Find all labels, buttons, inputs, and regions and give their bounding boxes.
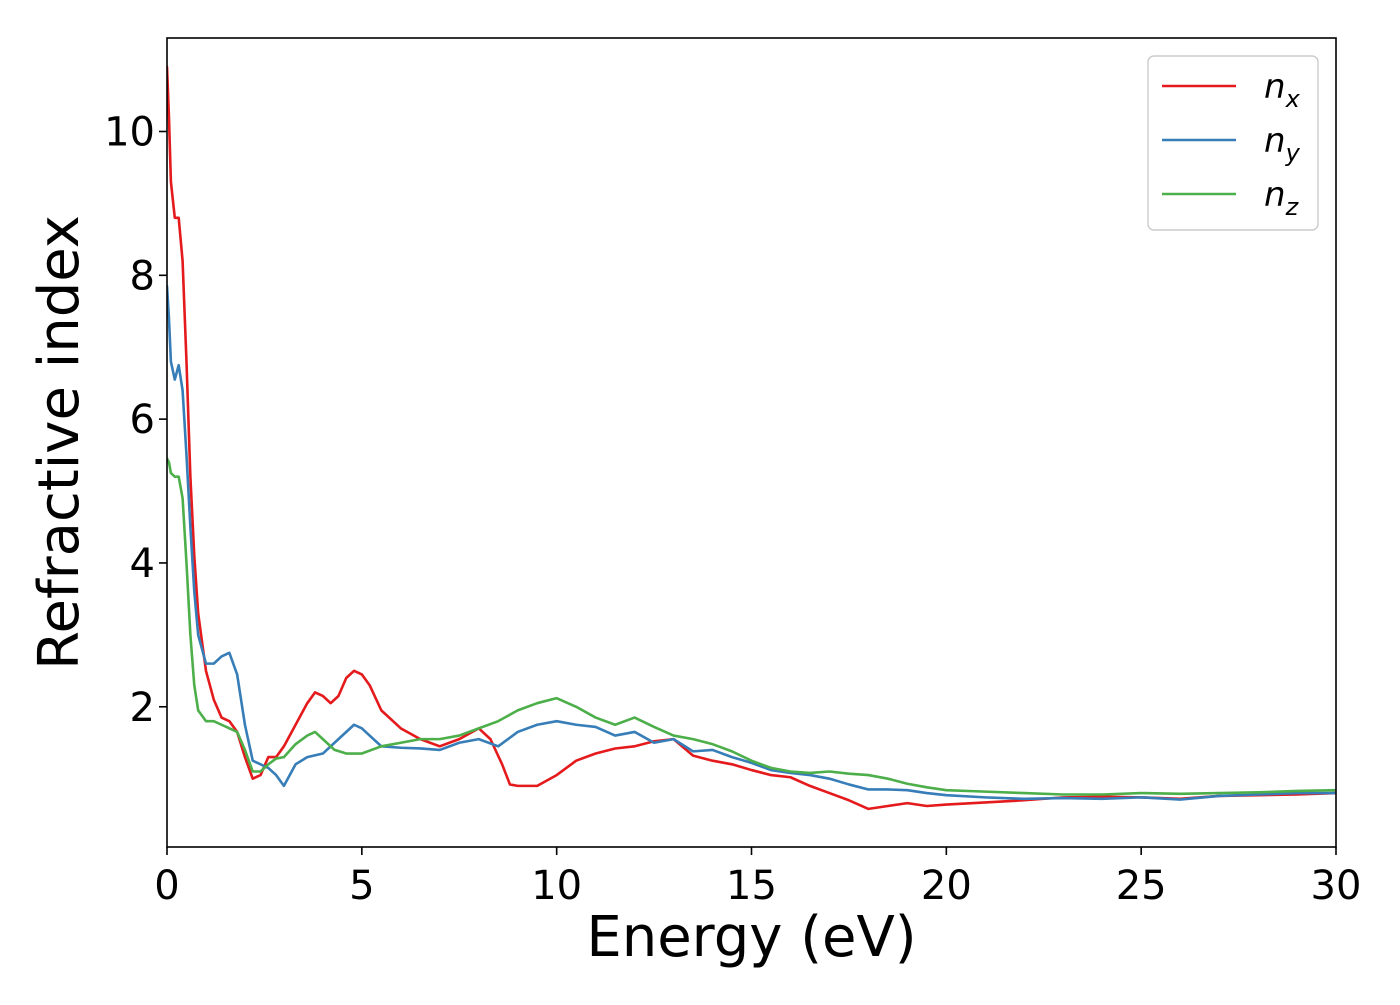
legend-label-nx: nx bbox=[1264, 67, 1301, 113]
legend-subscript: x bbox=[1285, 85, 1301, 113]
y-axis-ticks: 2 4 6 8 10 bbox=[104, 109, 167, 731]
legend-subscript: z bbox=[1285, 193, 1300, 221]
y-tick-label: 6 bbox=[130, 397, 155, 443]
series-line-ny bbox=[167, 284, 1336, 801]
x-axis-label: Energy (eV) bbox=[586, 905, 916, 970]
legend-subscript: y bbox=[1285, 139, 1301, 167]
x-tick-label: 5 bbox=[349, 863, 374, 909]
x-tick-label: 25 bbox=[1116, 863, 1167, 909]
legend-label-ny: ny bbox=[1264, 121, 1301, 167]
y-tick-label: 8 bbox=[130, 253, 155, 299]
y-tick-label: 2 bbox=[130, 685, 155, 731]
x-axis-ticks: 0 5 10 15 20 25 30 bbox=[154, 847, 1361, 909]
series-line-nx bbox=[167, 65, 1336, 811]
legend-box bbox=[1147, 55, 1319, 231]
x-tick-label: 30 bbox=[1311, 863, 1362, 909]
y-tick-label: 4 bbox=[130, 541, 155, 587]
x-tick-label: 0 bbox=[154, 863, 179, 909]
x-tick-label: 20 bbox=[921, 863, 972, 909]
series-layer bbox=[167, 65, 1336, 811]
series-line-nz bbox=[167, 457, 1336, 796]
x-tick-label: 10 bbox=[531, 863, 582, 909]
y-axis-label: Refractive index bbox=[27, 215, 92, 670]
y-tick-label: 10 bbox=[104, 109, 155, 155]
x-tick-label: 15 bbox=[726, 863, 777, 909]
